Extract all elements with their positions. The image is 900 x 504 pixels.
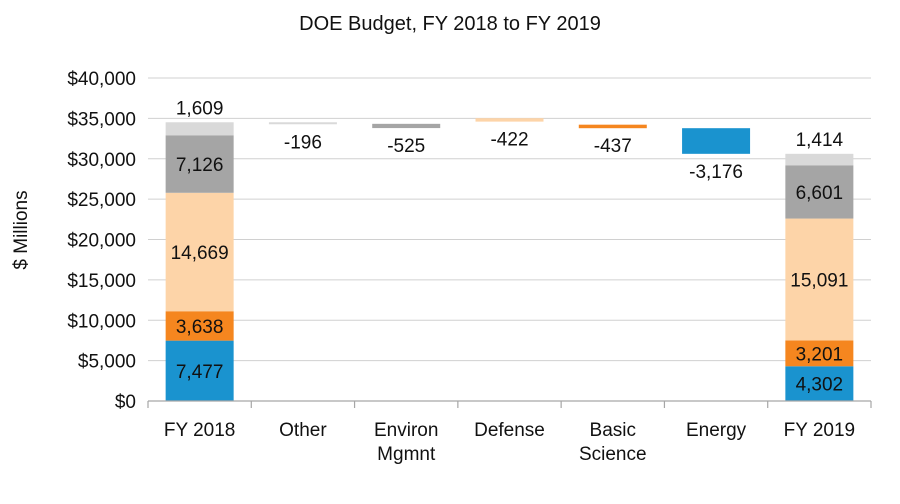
y-axis-label: $ Millions: [11, 190, 32, 269]
data-label: 3,638: [176, 317, 224, 338]
x-category-label: Mgmnt: [377, 444, 436, 465]
y-tick-label: $20,000: [67, 231, 136, 252]
y-tick-label: $35,000: [67, 109, 136, 130]
change-bar-environ-mgmnt: [372, 123, 441, 129]
data-label: 1,609: [176, 98, 224, 119]
stacked-segment-defense: [785, 218, 854, 341]
data-label: 3,201: [796, 344, 844, 365]
data-label: -437: [594, 136, 632, 157]
stacked-segment-defense: [165, 192, 234, 312]
change-bar-other: [268, 122, 337, 125]
x-category-label: Environ: [374, 420, 438, 441]
data-label: 7,126: [176, 155, 224, 176]
data-label: -196: [284, 132, 322, 153]
x-category-label: Basic: [590, 420, 636, 441]
y-tick-label: $0: [115, 392, 136, 413]
x-category-label: Energy: [686, 420, 747, 441]
data-label: -525: [387, 136, 425, 157]
y-tick-label: $10,000: [67, 311, 136, 332]
stacked-segment-energy: [785, 366, 854, 401]
data-label: 6,601: [796, 183, 844, 204]
stacked-segment-energy: [165, 340, 234, 401]
y-tick-label: $15,000: [67, 271, 136, 292]
stacked-segment-basic-science: [785, 340, 854, 367]
y-tick-label: $25,000: [67, 190, 136, 211]
x-category-label: FY 2018: [164, 420, 235, 441]
stacked-segment-environ-mgmnt: [165, 135, 234, 193]
data-label: 14,669: [171, 243, 229, 264]
data-label: 15,091: [790, 270, 848, 291]
label-layer: 7,477 3,638 14,669 7,126 1,609 4,302 3,201 15,0…: [171, 98, 849, 395]
bar-layer: [165, 118, 854, 401]
data-label: -3,176: [689, 162, 743, 183]
stacked-segment-other: [165, 122, 234, 136]
stacked-segment-other: [785, 153, 854, 166]
x-category-label: Other: [279, 420, 327, 441]
chart-title: DOE Budget, FY 2018 to FY 2019: [299, 13, 601, 35]
change-bar-energy: [682, 128, 751, 154]
stacked-segment-environ-mgmnt: [785, 165, 854, 219]
stacked-segment-basic-science: [165, 311, 234, 341]
data-label: 4,302: [796, 375, 844, 396]
y-tick-label: $40,000: [67, 69, 136, 90]
x-category-label: Science: [579, 444, 647, 465]
x-category-label: FY 2019: [784, 420, 855, 441]
axis-layer: $0 $5,000 $10,000 $15,000 $20,000 $25,000 $30,…: [67, 69, 872, 465]
data-label: 7,477: [176, 362, 224, 383]
change-bar-basic-science: [578, 124, 647, 129]
data-label: -422: [490, 130, 528, 151]
grid-layer: [148, 77, 871, 362]
change-bar-defense: [475, 118, 544, 122]
y-tick-label: $30,000: [67, 150, 136, 171]
data-label: 1,414: [796, 130, 844, 151]
x-category-label: Defense: [474, 420, 545, 441]
y-tick-label: $5,000: [78, 352, 136, 373]
